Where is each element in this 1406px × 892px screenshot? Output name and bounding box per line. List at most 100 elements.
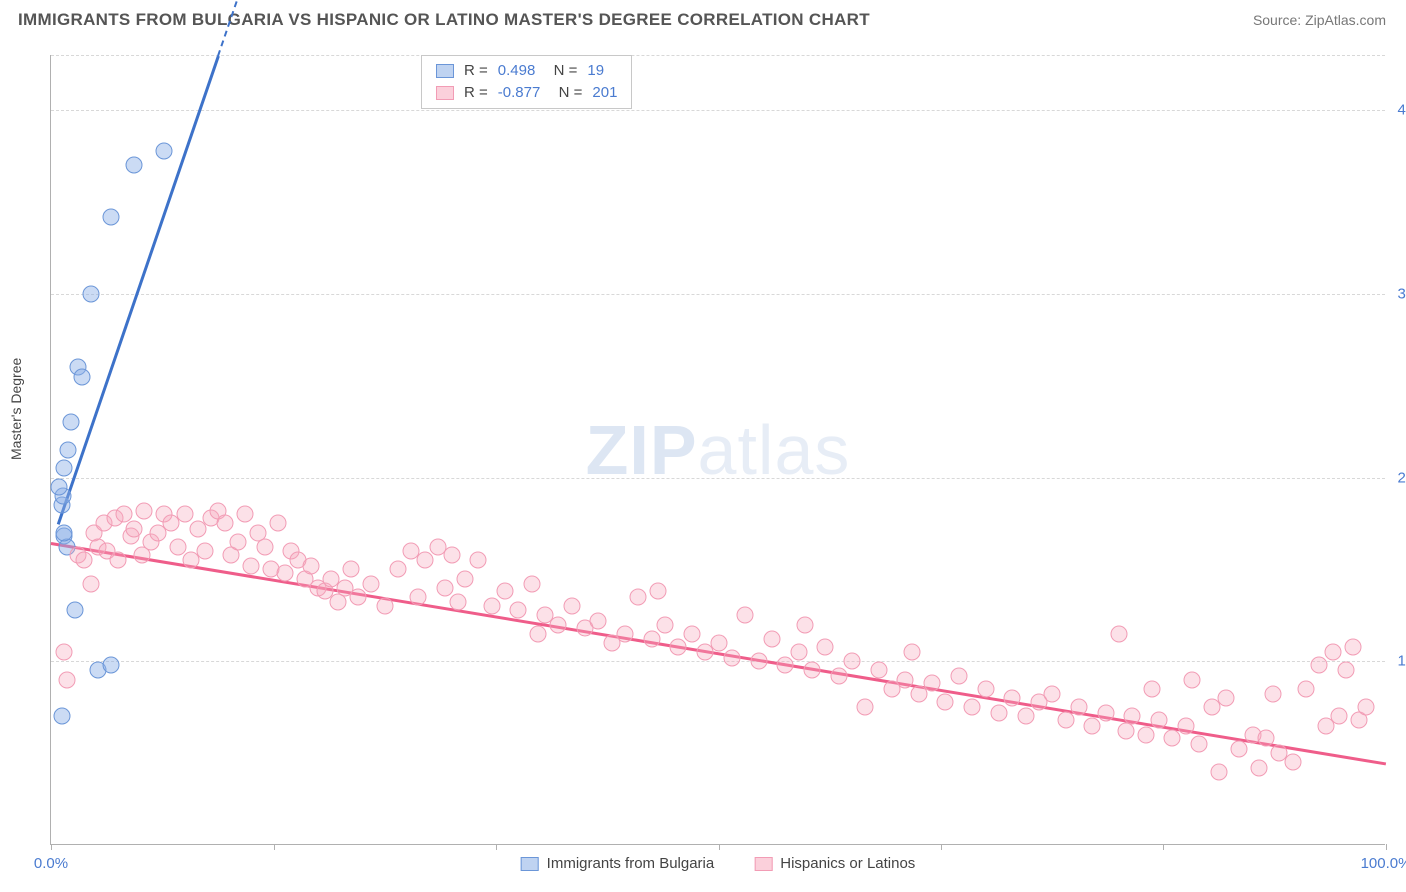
- scatter-point: [1324, 644, 1341, 661]
- n-value-1: 19: [587, 60, 604, 82]
- x-tick: [1163, 844, 1164, 850]
- scatter-point: [950, 667, 967, 684]
- scatter-point: [436, 579, 453, 596]
- legend-row-series-2: R = -0.877 N = 201: [436, 82, 617, 104]
- x-tick: [719, 844, 720, 850]
- scatter-point: [723, 649, 740, 666]
- scatter-point: [176, 506, 193, 523]
- chart-plot-area: ZIPatlas R = 0.498 N = 19 R = -0.877 N =…: [50, 55, 1385, 845]
- scatter-point: [1177, 717, 1194, 734]
- scatter-point: [169, 539, 186, 556]
- scatter-point: [363, 576, 380, 593]
- scatter-point: [1217, 690, 1234, 707]
- series-1-name: Immigrants from Bulgaria: [547, 855, 715, 872]
- scatter-point: [1137, 726, 1154, 743]
- regression-line: [56, 56, 219, 525]
- x-tick-label: 100.0%: [1361, 855, 1406, 872]
- scatter-point: [1257, 730, 1274, 747]
- scatter-point: [63, 414, 80, 431]
- y-tick-label: 20.0%: [1397, 469, 1406, 486]
- scatter-point: [236, 506, 253, 523]
- scatter-point: [904, 644, 921, 661]
- scatter-point: [797, 616, 814, 633]
- scatter-point: [1231, 741, 1248, 758]
- scatter-point: [790, 644, 807, 661]
- scatter-point: [303, 557, 320, 574]
- scatter-point: [803, 662, 820, 679]
- scatter-point: [1004, 690, 1021, 707]
- source-label: Source: ZipAtlas.com: [1253, 12, 1386, 28]
- scatter-point: [550, 616, 567, 633]
- scatter-point: [964, 699, 981, 716]
- scatter-point: [817, 638, 834, 655]
- scatter-point: [343, 561, 360, 578]
- scatter-point: [83, 576, 100, 593]
- swatch-pink-icon: [754, 857, 772, 871]
- scatter-point: [830, 667, 847, 684]
- r-value-2: -0.877: [498, 82, 541, 104]
- scatter-point: [196, 543, 213, 560]
- gridline-horizontal: [51, 661, 1385, 662]
- scatter-point: [1111, 625, 1128, 642]
- scatter-point: [67, 601, 84, 618]
- legend-item-2: Hispanics or Latinos: [754, 855, 915, 872]
- scatter-point: [376, 598, 393, 615]
- scatter-point: [1017, 708, 1034, 725]
- scatter-point: [630, 588, 647, 605]
- scatter-point: [844, 653, 861, 670]
- scatter-point: [870, 662, 887, 679]
- scatter-point: [1070, 699, 1087, 716]
- scatter-point: [1057, 712, 1074, 729]
- scatter-point: [256, 539, 273, 556]
- scatter-point: [1284, 754, 1301, 771]
- scatter-point: [523, 576, 540, 593]
- gridline-horizontal: [51, 294, 1385, 295]
- scatter-point: [456, 570, 473, 587]
- scatter-point: [59, 671, 76, 688]
- legend-item-1: Immigrants from Bulgaria: [521, 855, 715, 872]
- scatter-point: [750, 653, 767, 670]
- scatter-point: [1344, 638, 1361, 655]
- scatter-point: [1164, 730, 1181, 747]
- scatter-point: [1184, 671, 1201, 688]
- scatter-point: [83, 285, 100, 302]
- swatch-blue: [436, 64, 454, 78]
- scatter-point: [857, 699, 874, 716]
- scatter-point: [924, 675, 941, 692]
- scatter-point: [56, 460, 73, 477]
- x-tick: [51, 844, 52, 850]
- x-tick: [496, 844, 497, 850]
- scatter-point: [737, 607, 754, 624]
- scatter-point: [990, 704, 1007, 721]
- scatter-point: [496, 583, 513, 600]
- scatter-point: [650, 583, 667, 600]
- y-tick-label: 40.0%: [1397, 102, 1406, 119]
- series-2-name: Hispanics or Latinos: [780, 855, 915, 872]
- swatch-pink: [436, 86, 454, 100]
- scatter-point: [1211, 763, 1228, 780]
- scatter-point: [416, 552, 433, 569]
- scatter-point: [229, 533, 246, 550]
- scatter-point: [1151, 712, 1168, 729]
- scatter-point: [1084, 717, 1101, 734]
- scatter-point: [1311, 656, 1328, 673]
- gridline-horizontal: [51, 55, 1385, 56]
- x-tick-label: 0.0%: [34, 855, 68, 872]
- scatter-point: [350, 588, 367, 605]
- scatter-point: [125, 521, 142, 538]
- scatter-point: [1124, 708, 1141, 725]
- scatter-point: [243, 557, 260, 574]
- scatter-point: [1191, 735, 1208, 752]
- scatter-point: [156, 142, 173, 159]
- series-legend: Immigrants from Bulgaria Hispanics or La…: [521, 855, 916, 872]
- scatter-point: [590, 612, 607, 629]
- scatter-point: [1357, 699, 1374, 716]
- scatter-point: [410, 588, 427, 605]
- y-tick-label: 30.0%: [1397, 285, 1406, 302]
- scatter-point: [1264, 686, 1281, 703]
- scatter-point: [53, 708, 70, 725]
- scatter-point: [937, 693, 954, 710]
- chart-title: IMMIGRANTS FROM BULGARIA VS HISPANIC OR …: [18, 10, 870, 30]
- x-tick: [1386, 844, 1387, 850]
- n-value-2: 201: [592, 82, 617, 104]
